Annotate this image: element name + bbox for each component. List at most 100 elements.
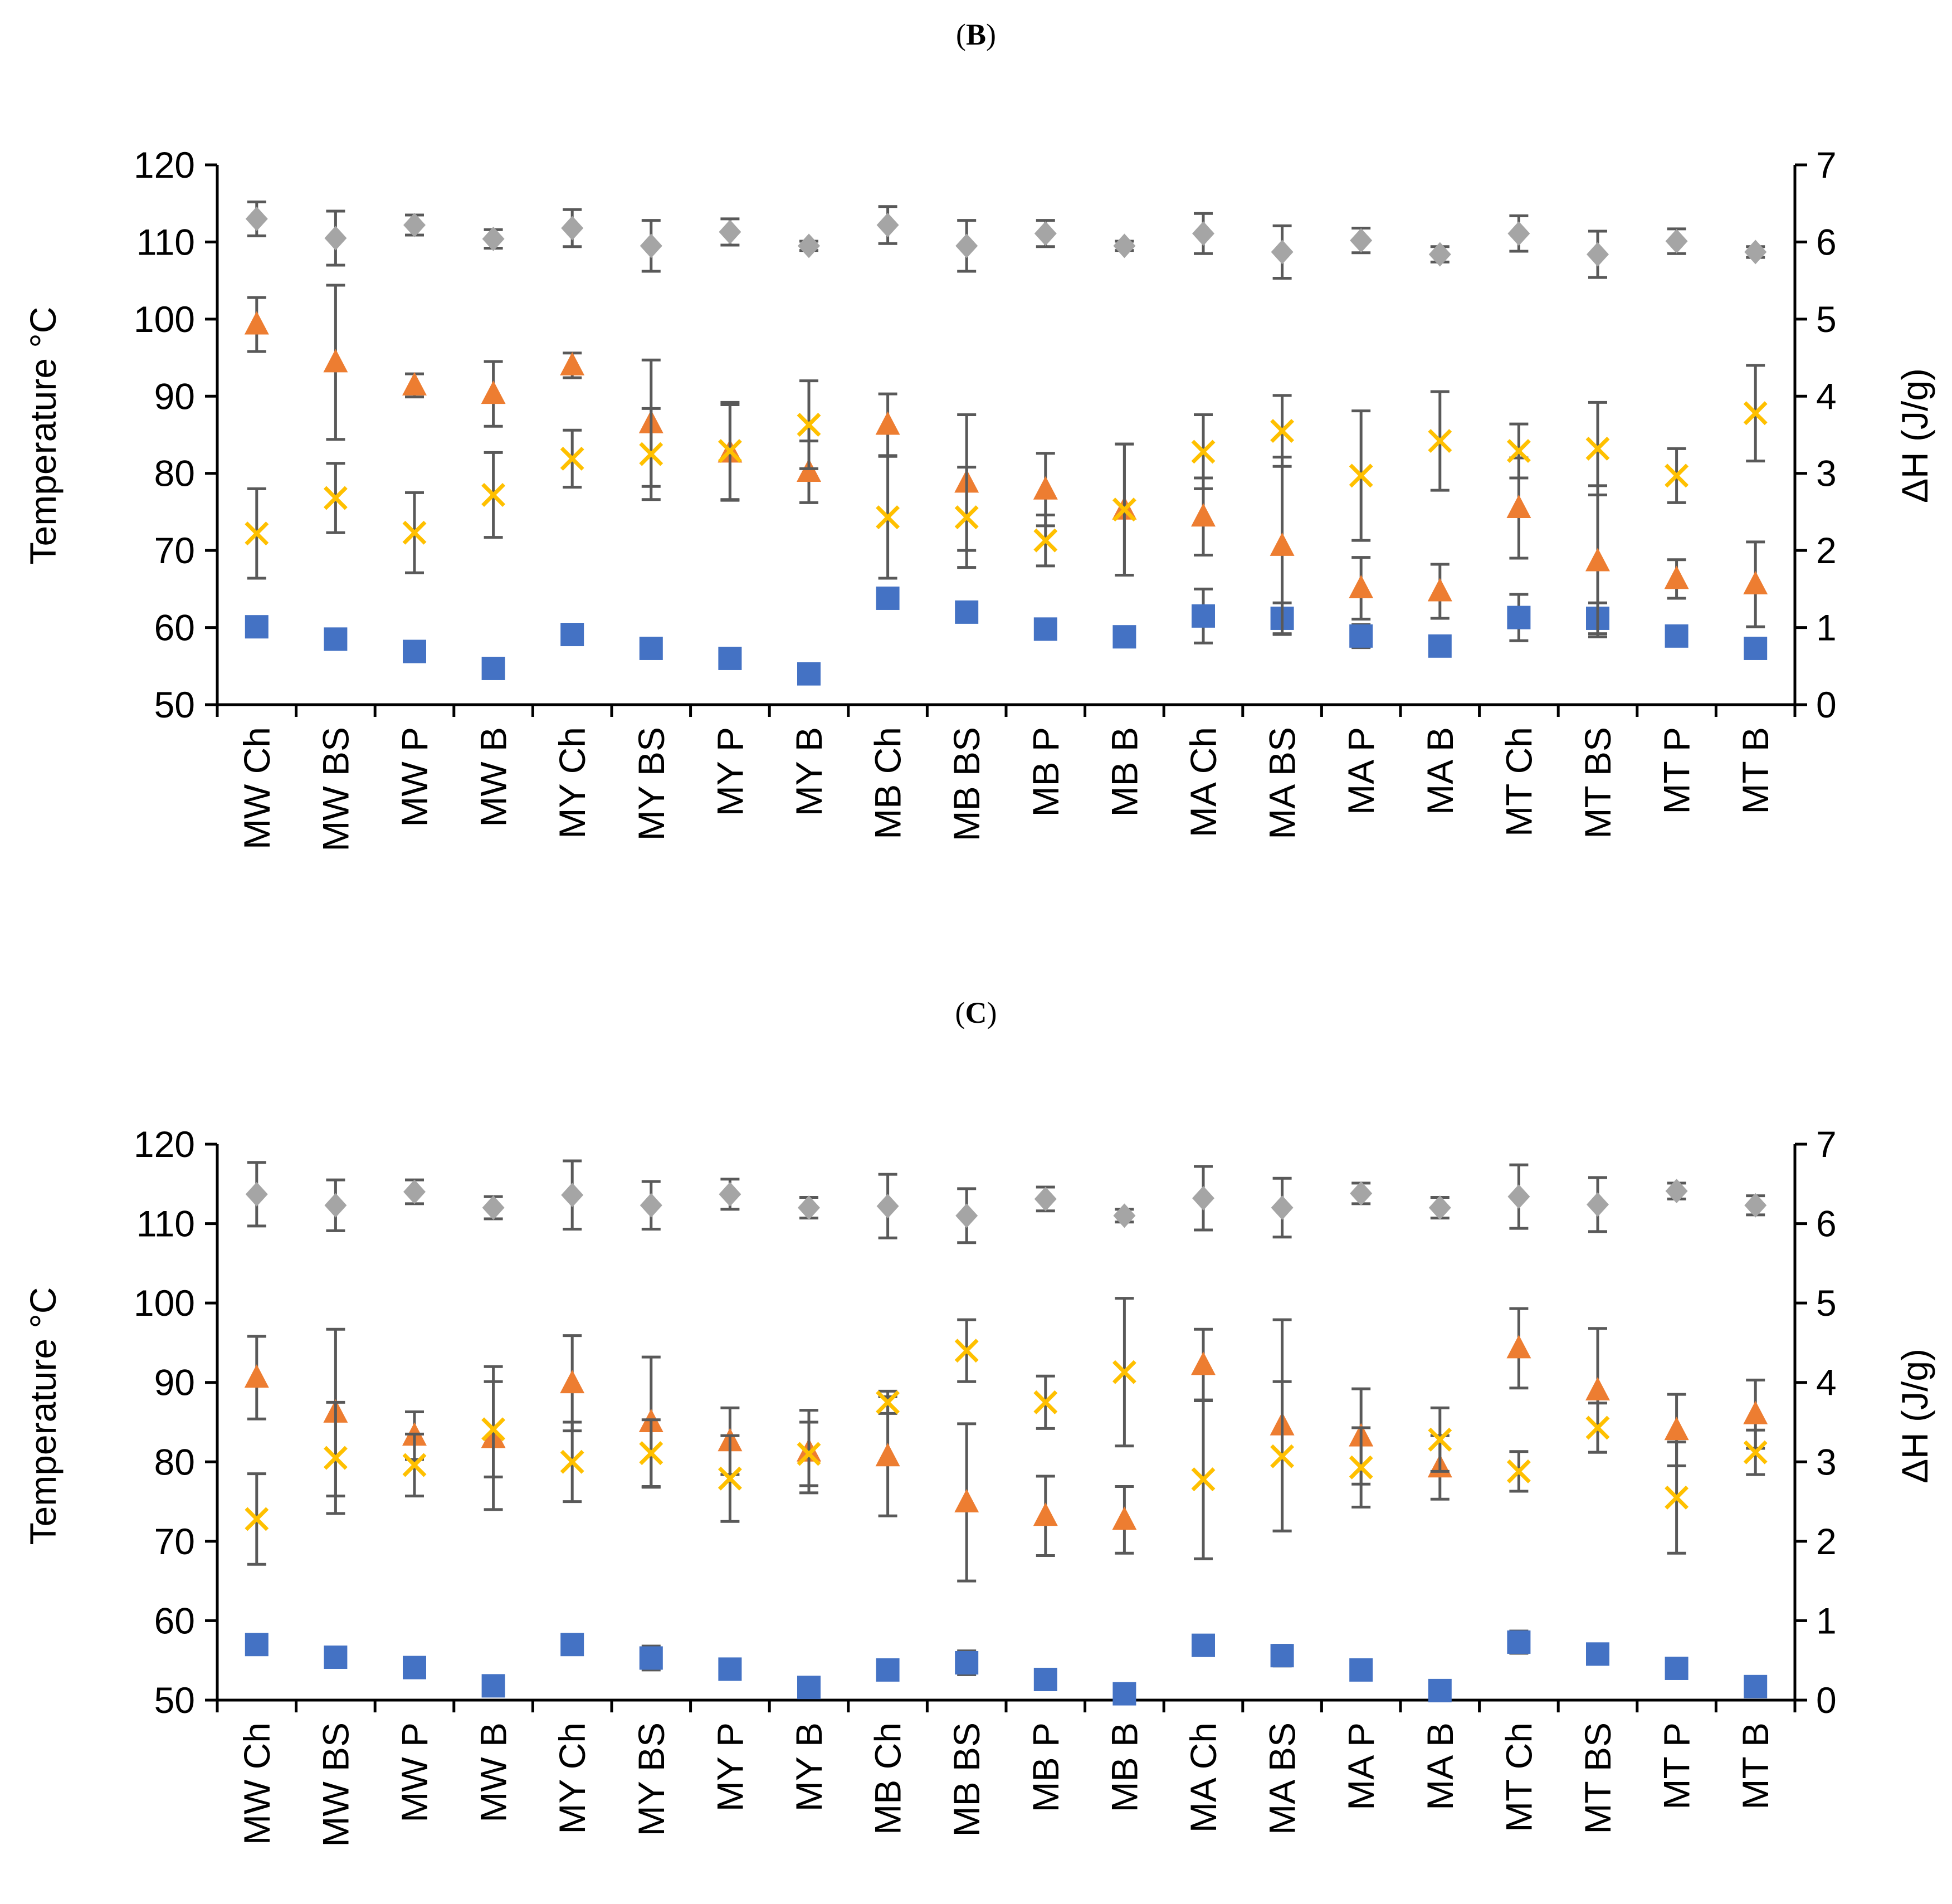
panel-b-conclusion-point <box>1744 240 1767 265</box>
panel-b-conclusion-point <box>640 233 662 258</box>
panel-c-x-tick-label: MB Ch <box>867 1722 909 1835</box>
panel-c-series-diamond <box>245 1159 1767 1244</box>
panel-b-onset-point <box>639 636 663 660</box>
panel-c-onset-point <box>718 1657 742 1681</box>
panel-c-enthalpy-point <box>481 1417 506 1442</box>
panel-b-y2-tick-label: 1 <box>1816 607 1837 648</box>
panel-b-series-square <box>245 586 1768 686</box>
panel-c-conclusion-point <box>245 1182 268 1207</box>
panel-c-x-tick-label: MA BS <box>1262 1722 1303 1835</box>
panel-b-onset-point <box>481 656 505 680</box>
panel-c-y2-tick-label: 2 <box>1816 1521 1837 1562</box>
panel-c-enthalpy-point <box>1112 1360 1136 1384</box>
panel-b-x-tick-label: MW B <box>473 727 514 827</box>
panel-b-conclusion-point <box>324 226 347 251</box>
panel-c-enthalpy-point <box>402 1453 427 1477</box>
panel-b-enthalpy-point <box>1112 497 1136 522</box>
panel-c-onset-point <box>955 1651 979 1674</box>
panel-b-x-tick-label: MA P <box>1340 727 1382 815</box>
panel-c-conclusion-point <box>1271 1195 1294 1220</box>
panel-c-onset-point <box>1033 1667 1057 1691</box>
panel-b-peak-point <box>1664 565 1689 589</box>
panel-b-onset-point <box>1428 634 1452 658</box>
panel-b-y2-tick-label: 7 <box>1816 144 1837 185</box>
panel-c-conclusion-point <box>1192 1185 1214 1210</box>
panel-b-conclusion-point <box>482 226 505 251</box>
panel-c-x-tick-label: MT P <box>1656 1722 1697 1809</box>
panel-c-onset-point <box>1112 1682 1136 1706</box>
panel-b-enthalpy-point <box>1665 463 1689 488</box>
panel-b-enthalpy-point <box>560 446 584 471</box>
panel-c-onset-point <box>1586 1642 1609 1666</box>
panel-c-onset-point <box>876 1658 900 1682</box>
panel-b-conclusion-point <box>1034 221 1057 246</box>
panel-c-conclusion-point <box>403 1179 426 1204</box>
panel-c-x-tick-label: MB B <box>1104 1722 1145 1812</box>
panel-c-title: (C) <box>955 996 997 1029</box>
panel-c-onset-point <box>1192 1633 1215 1657</box>
panel-c-x-tick-label: MY P <box>709 1722 750 1812</box>
panel-b-onset-point <box>876 586 900 610</box>
panel-c-y2-tick-label: 1 <box>1816 1600 1837 1641</box>
panel-b-conclusion-point <box>403 212 426 237</box>
panel-b-conclusion-point <box>561 216 584 241</box>
panel-b-x-tick-label: MY Ch <box>552 727 593 839</box>
panel-b-onset-point <box>1033 617 1057 641</box>
panel-b: (B) Temperature °C ΔH (J/g) 506070809010… <box>22 18 1935 852</box>
panel-c-peak-point <box>1585 1376 1610 1400</box>
panel-c-x-tick-label: MT Ch <box>1498 1722 1539 1832</box>
panel-c-conclusion-point <box>876 1194 899 1219</box>
panel-c-y2-tick-label: 7 <box>1816 1124 1837 1165</box>
panel-b-conclusion-point <box>1507 221 1530 246</box>
panel-c-conclusion-point <box>1587 1192 1609 1217</box>
panel-c-y-tick-label: 50 <box>154 1680 195 1721</box>
panel-b-enthalpy-point <box>1033 528 1058 553</box>
panel-b-x-tick-label: MA Ch <box>1183 727 1224 837</box>
panel-c-onset-point <box>1665 1656 1689 1680</box>
panel-c-enthalpy-point <box>1743 1440 1768 1464</box>
panel-c-y2-tick-label: 6 <box>1816 1203 1837 1244</box>
panel-c-enthalpy-point <box>876 1390 900 1414</box>
panel-c-y-tick-label: 100 <box>134 1282 195 1324</box>
panel-c-y2-tick-label: 5 <box>1816 1282 1837 1324</box>
panel-c: (C) Temperature °C ΔH (J/g) 506070809010… <box>22 996 1935 1847</box>
panel-b-conclusion-point <box>1428 242 1451 267</box>
panel-b-conclusion-point <box>1271 240 1294 265</box>
panel-c-onset-point <box>1270 1644 1294 1668</box>
panel-b-peak-point <box>560 351 585 375</box>
panel-b-x-tick-label: MY B <box>788 727 829 816</box>
panel-b-x-tick-label: MT B <box>1735 727 1776 814</box>
panel-b-series-x <box>245 364 1768 580</box>
panel-b-onset-point <box>1349 624 1373 648</box>
panel-c-x-tick-label: MW B <box>473 1722 514 1823</box>
panel-b-x-tick-label: MT BS <box>1577 727 1618 838</box>
panel-c-x-tick-label: MB P <box>1025 1722 1066 1812</box>
panel-c-onset-point <box>1349 1658 1373 1682</box>
panel-c-enthalpy-point <box>1665 1485 1689 1510</box>
panel-b-conclusion-point <box>876 212 899 237</box>
panel-b-enthalpy-point <box>1585 436 1610 461</box>
panel-b-x-tick-label: MB Ch <box>867 727 909 839</box>
panel-c-x-tick-label: MY BS <box>631 1722 672 1836</box>
panel-c-peak-point <box>1664 1417 1689 1441</box>
panel-c-onset-point <box>1507 1630 1531 1654</box>
panel-c-onset-point <box>639 1646 663 1670</box>
panel-c-enthalpy-point <box>1191 1467 1216 1492</box>
panel-b-y2-tick-label: 3 <box>1816 453 1837 494</box>
panel-b-x-tick-label: MY BS <box>631 727 672 841</box>
panel-c-conclusion-point <box>482 1195 505 1220</box>
panel-c-enthalpy-point <box>245 1507 269 1531</box>
panel-b-x-tick-label: MT P <box>1656 727 1697 814</box>
panel-c-conclusion-point <box>1507 1184 1530 1209</box>
panel-c-conclusion-point <box>1665 1179 1688 1204</box>
panel-b-peak-point <box>1585 548 1610 572</box>
panel-b-enthalpy-point <box>1349 463 1373 488</box>
panel-b-x-tick-label: MB B <box>1104 727 1145 817</box>
panel-c-peak-point <box>1506 1335 1531 1359</box>
panel-b-y-tick-label: 50 <box>154 684 195 725</box>
panel-b-onset-point <box>245 615 269 639</box>
panel-b-enthalpy-point <box>1743 401 1768 426</box>
panel-b-y-tick-label: 60 <box>154 607 195 648</box>
panel-b-peak-point <box>1033 476 1058 500</box>
panel-c-onset-point <box>797 1676 821 1700</box>
